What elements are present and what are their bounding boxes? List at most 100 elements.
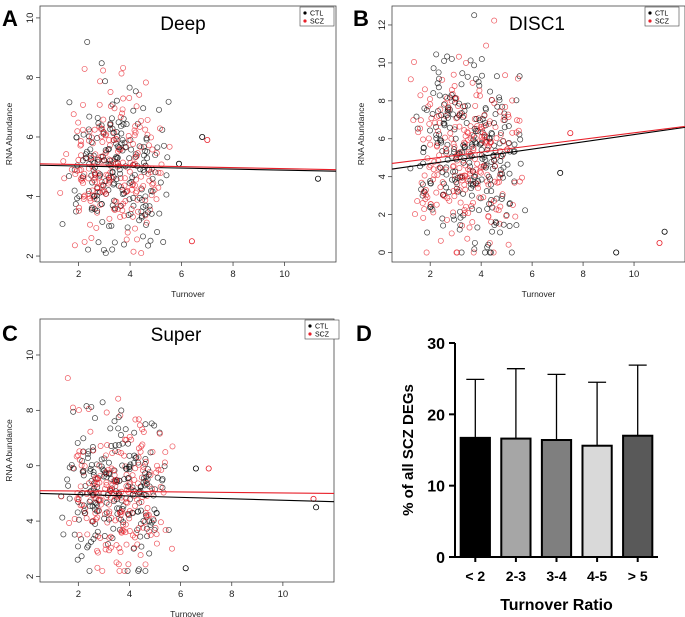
data-point	[469, 219, 476, 226]
data-point	[87, 221, 93, 228]
scatter-panel-b: 2 4 6 8 10 0 2 4 6 8 10 12 Turnover RNA Abundance DISC…	[353, 5, 685, 299]
data-point	[491, 157, 498, 164]
data-point	[138, 474, 145, 481]
data-point	[418, 179, 425, 186]
x-tick-label: 4-5	[587, 568, 607, 584]
data-point	[166, 143, 173, 150]
data-point	[116, 442, 122, 448]
data-point	[426, 120, 433, 127]
data-point	[136, 143, 143, 150]
data-point	[138, 185, 145, 192]
data-point	[121, 190, 127, 197]
data-point	[108, 157, 115, 164]
data-point	[138, 483, 144, 490]
data-point	[516, 131, 523, 138]
data-point	[495, 179, 502, 186]
data-point	[102, 542, 109, 548]
data-point	[433, 51, 440, 58]
data-point	[480, 162, 487, 169]
y-tick-label: 10	[25, 13, 36, 24]
data-point	[68, 461, 75, 468]
data-point	[410, 117, 417, 124]
data-point	[61, 175, 68, 182]
data-point	[98, 179, 105, 186]
data-point	[85, 126, 92, 133]
data-point	[420, 214, 427, 221]
outlier-point	[192, 465, 199, 472]
data-point	[110, 525, 117, 532]
data-point	[427, 141, 434, 148]
data-point	[130, 107, 137, 114]
data-point	[94, 547, 100, 554]
data-point	[104, 519, 111, 526]
data-point	[149, 146, 156, 153]
data-point	[142, 79, 149, 86]
data-point	[105, 146, 112, 153]
data-point	[96, 507, 102, 514]
data-point	[82, 482, 89, 489]
data-point	[109, 101, 116, 108]
data-point	[71, 242, 78, 249]
outlier-point	[199, 133, 206, 140]
data-point	[421, 86, 428, 93]
outlier-point	[567, 130, 574, 137]
data-point	[101, 511, 108, 518]
data-point	[129, 182, 136, 189]
data-point	[505, 114, 512, 120]
data-point	[87, 428, 94, 435]
data-point	[139, 197, 145, 203]
data-point	[425, 135, 432, 142]
data-point	[125, 137, 132, 144]
data-point	[72, 171, 79, 178]
data-point	[83, 148, 90, 155]
data-point	[144, 116, 151, 123]
data-point	[134, 236, 140, 243]
data-point	[148, 210, 155, 217]
data-point	[74, 128, 81, 135]
x-axis-label: Turnover	[171, 289, 205, 299]
data-point	[435, 128, 442, 135]
data-point	[472, 139, 479, 146]
data-point	[91, 170, 98, 177]
data-point	[435, 84, 442, 91]
data-point	[99, 567, 106, 574]
data-point	[98, 201, 105, 208]
data-point	[93, 224, 100, 231]
data-point	[119, 110, 126, 117]
data-point	[434, 80, 441, 87]
data-point	[109, 535, 116, 542]
data-point	[137, 552, 144, 559]
data-point	[114, 133, 121, 140]
data-point	[451, 149, 458, 156]
data-point	[57, 189, 64, 196]
data-point	[90, 472, 97, 479]
data-point	[142, 197, 149, 204]
x-axis-label: Turnover	[170, 609, 204, 617]
data-point	[450, 162, 457, 169]
data-point	[126, 84, 133, 91]
data-point	[457, 221, 464, 228]
data-point	[99, 153, 106, 160]
data-point	[462, 162, 469, 169]
data-point	[94, 207, 101, 214]
data-point	[472, 102, 479, 109]
data-point	[452, 168, 459, 175]
data-point	[471, 239, 478, 246]
data-point	[486, 200, 493, 207]
data-point	[487, 88, 494, 95]
data-point	[437, 237, 444, 244]
data-point	[483, 188, 490, 195]
data-point	[109, 175, 116, 182]
data-point	[140, 464, 147, 471]
data-point	[522, 207, 529, 214]
y-tick-label: 4	[377, 174, 388, 179]
data-point	[509, 129, 516, 136]
data-point	[85, 480, 92, 487]
data-point	[480, 194, 487, 201]
fit-line-scz	[39, 163, 337, 171]
data-point	[486, 249, 493, 256]
data-point	[427, 178, 434, 185]
legend-marker-scz	[303, 19, 307, 23]
data-point	[119, 462, 126, 469]
data-point	[436, 75, 442, 82]
